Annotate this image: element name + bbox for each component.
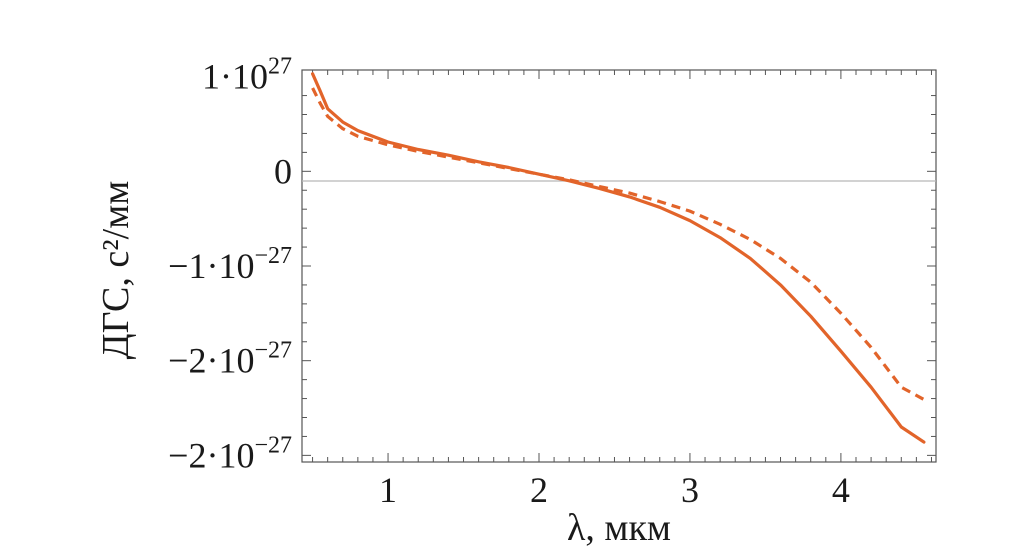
x-tick-label: 2 [530,470,548,510]
x-tick-label: 4 [832,470,850,510]
plot-frame [301,69,937,463]
dashed-series-line [311,87,925,401]
x-tick-label: 1 [379,470,397,510]
y-tick-label: 1·1027 [202,54,292,97]
x-tick-label: 3 [681,470,699,510]
solid-series-line [311,72,926,444]
y-axis-title: ДГС, с²/мм [95,181,137,360]
minor-ticks [302,70,936,462]
y-tick-label: 0 [274,151,292,191]
y-tick-label: −2·10−27 [168,432,292,475]
y-tick-label: −1·10−27 [168,243,292,286]
y-axis-ticks: 1·1027 0 −1·10−27 −2·10−27 −2·10−27 [168,54,292,476]
y-tick-label: −2·10−27 [168,338,292,381]
x-axis-ticks: 1 2 3 4 [379,470,850,510]
x-axis-title: λ, мкм [567,507,671,549]
series-layer [311,72,926,444]
